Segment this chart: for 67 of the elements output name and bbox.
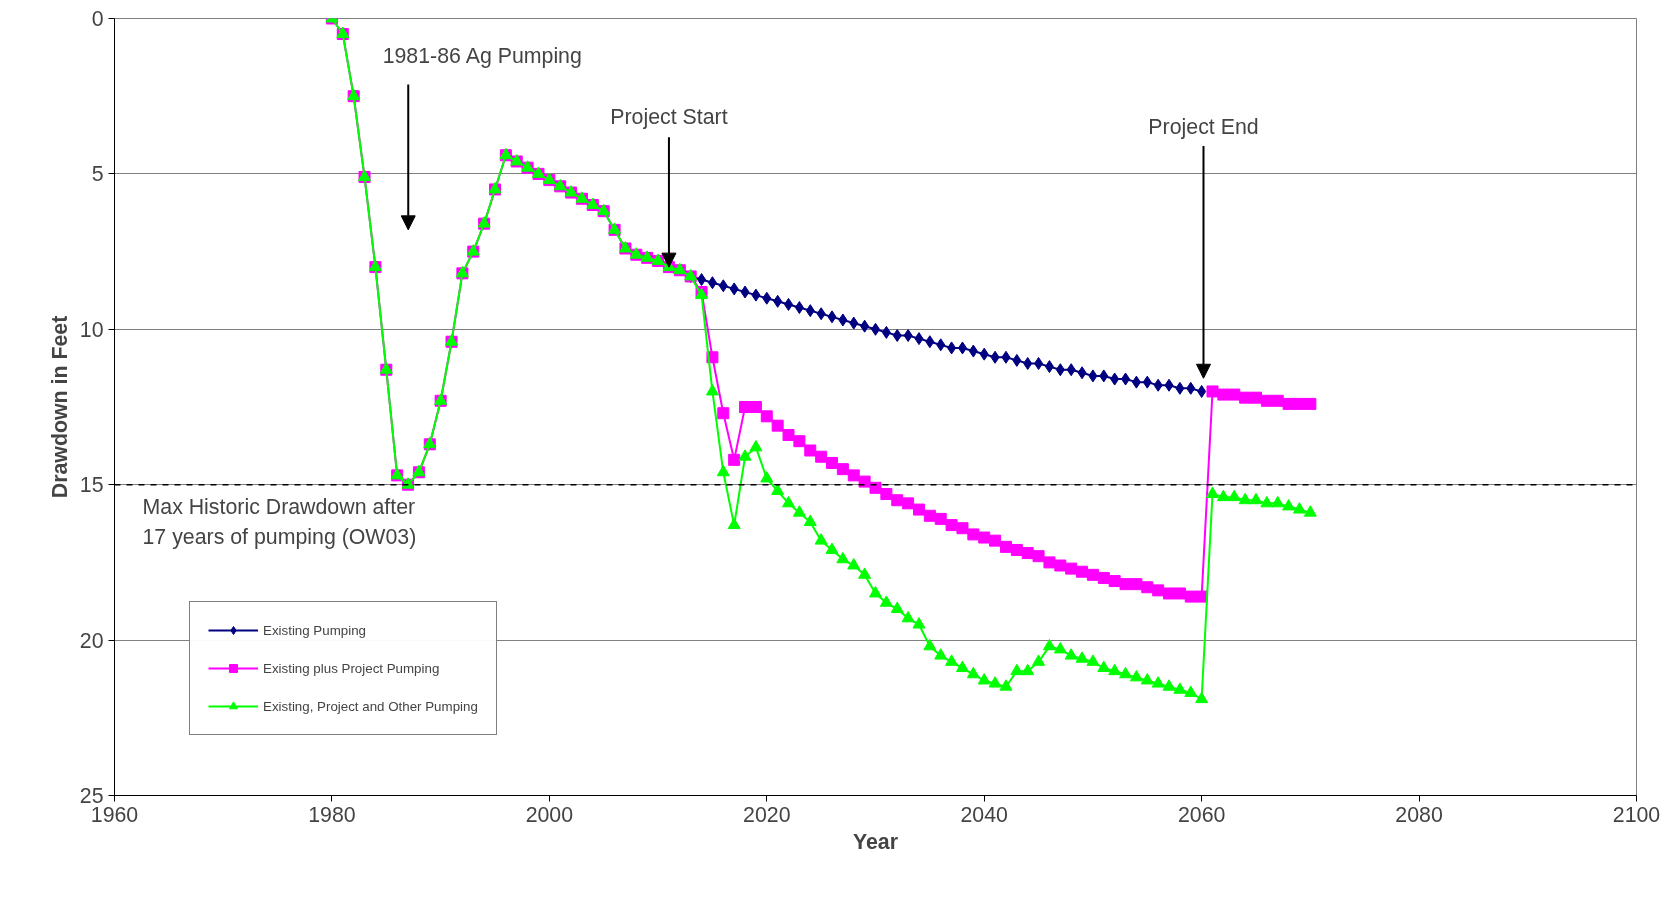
point: [1012, 353, 1022, 367]
point: [697, 273, 707, 287]
legend-label: Existing, Project and Other Pumping: [263, 698, 478, 714]
point: [838, 313, 848, 327]
point: [816, 307, 826, 321]
y-axis-title: Drawdown in Feet: [47, 315, 72, 499]
point: [947, 341, 957, 355]
y-tick-label: 10: [79, 317, 104, 342]
point: [1197, 384, 1207, 398]
point: [1121, 372, 1131, 386]
point: [762, 291, 772, 305]
x-tick-label: 2000: [525, 802, 574, 827]
point: [860, 319, 870, 333]
point: [1164, 378, 1174, 392]
point: [1023, 356, 1033, 370]
point: [751, 288, 761, 302]
point: [936, 338, 946, 352]
point: [1110, 372, 1120, 386]
x-tick-label: 2080: [1395, 802, 1443, 827]
point: [925, 335, 935, 349]
point: [784, 297, 794, 311]
point: [914, 332, 924, 346]
point: [773, 294, 783, 308]
point: [1044, 360, 1054, 374]
y-tick-label: 20: [79, 628, 104, 653]
x-tick-label: 2040: [960, 802, 1009, 827]
x-tick-label: 2100: [1612, 802, 1661, 827]
point: [1186, 381, 1196, 395]
ref-line-label: Max Historic Drawdown after 17 years of pumping (OW03): [142, 494, 417, 549]
x-tick-label: 2060: [1177, 802, 1226, 827]
point: [903, 329, 913, 343]
y-tick-label: 5: [91, 162, 104, 187]
point: [718, 279, 728, 293]
y-tick-label: 15: [79, 473, 104, 498]
point: [707, 276, 717, 290]
point: [1001, 350, 1011, 364]
x-tick-label: 2020: [743, 802, 791, 827]
point: [1142, 375, 1152, 389]
x-tick-label: 1980: [308, 802, 356, 827]
point: [805, 304, 815, 318]
point: [1175, 381, 1185, 395]
point: [1077, 366, 1087, 380]
point: [794, 301, 804, 315]
point: [729, 282, 739, 296]
point: [957, 341, 967, 355]
point: [881, 325, 891, 339]
point: [990, 350, 1000, 364]
point: [1131, 375, 1141, 389]
point: [827, 310, 837, 324]
point: [892, 329, 902, 343]
point: [1099, 369, 1109, 383]
point: [1153, 378, 1163, 392]
point: [979, 347, 989, 361]
point: [740, 285, 750, 299]
point: [968, 344, 978, 358]
x-axis-title: Year: [852, 829, 899, 854]
point: [849, 316, 859, 330]
point: [1055, 363, 1065, 377]
annotation: 1981-86 Ag Pumping: [382, 43, 582, 68]
y-tick-label: 0: [91, 7, 104, 31]
annotation: Project Start: [610, 105, 728, 130]
legend-label: Existing Pumping: [263, 622, 366, 638]
legend-label: Existing plus Project Pumping: [263, 660, 440, 676]
point: [1034, 356, 1044, 370]
point: [1088, 369, 1098, 383]
point: [1066, 363, 1076, 377]
annotation: Project End: [1148, 114, 1259, 139]
